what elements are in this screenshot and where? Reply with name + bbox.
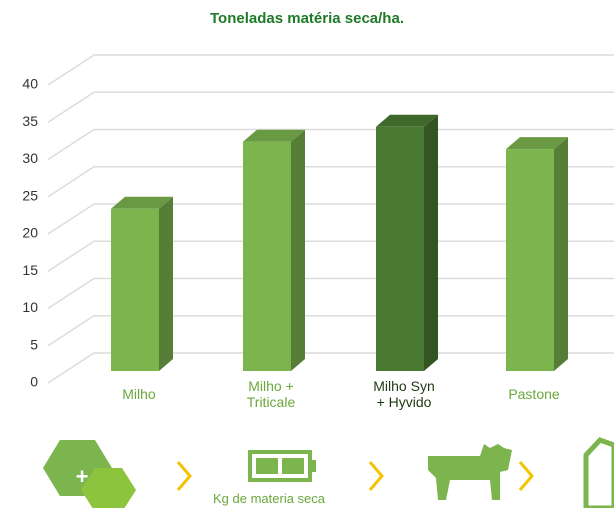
footer-caption: Kg de materia seca <box>213 491 326 506</box>
x-tick-label: Pastone <box>508 386 560 402</box>
bar <box>111 196 173 371</box>
footer-icons: + <box>43 437 614 508</box>
grid-line <box>47 166 614 198</box>
bar-top <box>376 114 438 127</box>
y-tick-label: 10 <box>22 299 38 315</box>
bar-front <box>506 149 554 371</box>
bar-side <box>424 114 438 372</box>
bar <box>376 114 438 372</box>
grid-line <box>47 128 614 161</box>
grid-line <box>47 277 614 310</box>
chart-title: Toneladas matéria seca/ha. <box>210 10 404 27</box>
bar-side <box>159 196 173 371</box>
y-tick-label: 40 <box>22 76 38 92</box>
y-tick-label: 25 <box>22 187 38 203</box>
bar-top <box>243 129 305 142</box>
x-tick-label: Milho Syn + Hyvido <box>373 378 435 410</box>
grid-line <box>47 240 614 272</box>
y-tick-label: 35 <box>22 113 38 129</box>
grid-line <box>47 315 614 347</box>
cow-icon <box>428 444 512 500</box>
bar-front <box>243 141 291 371</box>
hexagon-icon <box>81 468 136 508</box>
battery-tip <box>310 460 316 472</box>
bar-front <box>111 208 159 371</box>
bar <box>506 137 568 371</box>
y-tick-label: 30 <box>22 150 38 166</box>
plus-icon: + <box>76 464 89 489</box>
bar-top <box>506 137 568 150</box>
battery-cell <box>282 458 304 474</box>
y-tick-label: 15 <box>22 262 38 278</box>
silo-icon <box>583 437 614 508</box>
x-tick-label: Milho <box>122 386 156 402</box>
chevron <box>176 461 192 491</box>
grid-line <box>47 91 614 123</box>
bar-side <box>554 137 568 371</box>
grid-line <box>47 352 614 384</box>
y-tick-label: 0 <box>30 374 38 390</box>
bar-front <box>376 126 424 371</box>
chevron <box>368 461 384 491</box>
battery-cell <box>256 458 278 474</box>
grid-line <box>47 54 614 86</box>
bar-side <box>291 129 305 371</box>
y-tick-label: 5 <box>30 336 38 352</box>
bar-top <box>111 196 173 209</box>
y-tick-label: 20 <box>22 225 38 241</box>
grid-line <box>47 203 614 235</box>
x-tick-label: Milho + Triticale <box>246 378 296 410</box>
chevron <box>518 461 534 491</box>
bar <box>243 129 305 371</box>
